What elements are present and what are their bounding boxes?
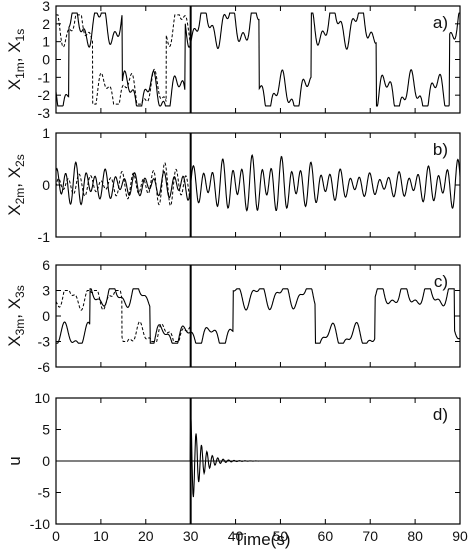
x-tick-label: 0 bbox=[52, 528, 60, 544]
panel-label: c) bbox=[434, 272, 448, 291]
series-line-solid bbox=[55, 153, 461, 212]
y-tick-label: 6 bbox=[42, 257, 50, 273]
panel-frame bbox=[55, 132, 461, 238]
y-tick-label: 0 bbox=[42, 52, 50, 68]
y-tick-label: -3 bbox=[38, 105, 51, 121]
y-tick-label: 5 bbox=[42, 422, 50, 438]
series-line-dashed bbox=[56, 14, 192, 105]
y-tick-label: 3 bbox=[42, 0, 50, 14]
y-tick-label: 0 bbox=[42, 177, 50, 193]
panel-frame bbox=[55, 264, 461, 368]
panel-label: d) bbox=[433, 405, 448, 424]
x-tick-label: 30 bbox=[183, 528, 199, 544]
y-axis-label: X1m, X1s bbox=[5, 29, 27, 91]
y-tick-label: 1 bbox=[42, 125, 50, 141]
panel-label: b) bbox=[433, 140, 448, 159]
panel-frame bbox=[55, 5, 461, 114]
x-tick-label: 10 bbox=[93, 528, 109, 544]
y-tick-label: -1 bbox=[38, 229, 51, 245]
y-tick-label: -10 bbox=[30, 516, 50, 532]
y-tick-label: -1 bbox=[38, 69, 51, 85]
x-tick-label: 40 bbox=[228, 528, 244, 544]
y-axis-label: X3m, X3s bbox=[5, 285, 27, 347]
y-tick-label: 0 bbox=[42, 308, 50, 324]
series-line-dashed bbox=[55, 162, 191, 207]
panel-a: -3 -2 -10 1 2 3 a) X1m, X1s bbox=[5, 0, 461, 121]
y-tick-label: 2 bbox=[42, 16, 50, 32]
x-tick-label: 50 bbox=[273, 528, 289, 544]
y-axis-label: u bbox=[5, 456, 24, 465]
panel-label: a) bbox=[433, 13, 448, 32]
x-tick-label: 80 bbox=[407, 528, 423, 544]
panel-d: -10 -5 0 5 10 0 10 20 30 40 50 60 70 80 90 d) u bbox=[5, 390, 468, 544]
y-tick-label: 0 bbox=[42, 453, 50, 469]
x-tick-label: 70 bbox=[362, 528, 378, 544]
y-tick-label: 1 bbox=[42, 34, 50, 50]
series-line-dashed bbox=[55, 290, 192, 342]
series-line-solid bbox=[55, 12, 460, 107]
x-tick-label: 20 bbox=[138, 528, 154, 544]
y-tick-label: -2 bbox=[38, 87, 51, 103]
y-tick-label: 10 bbox=[34, 390, 50, 406]
y-tick-label: -5 bbox=[38, 485, 51, 501]
panel-b: -1 0 1 b) X2m, X2s bbox=[5, 125, 461, 245]
y-tick-label: -6 bbox=[38, 359, 51, 375]
x-tick-label: 90 bbox=[452, 528, 468, 544]
series-line-solid bbox=[56, 288, 461, 344]
panel-c: -6 -3 0 3 6 c) X3m, X3s bbox=[5, 257, 461, 375]
series-line-solid bbox=[56, 413, 460, 498]
y-tick-label: 3 bbox=[42, 283, 50, 299]
x-tick-label: 60 bbox=[318, 528, 334, 544]
x-axis-title: Time(s) bbox=[234, 530, 291, 549]
y-tick-label: -3 bbox=[38, 334, 51, 350]
y-axis-label: X2m, X2s bbox=[5, 154, 27, 216]
